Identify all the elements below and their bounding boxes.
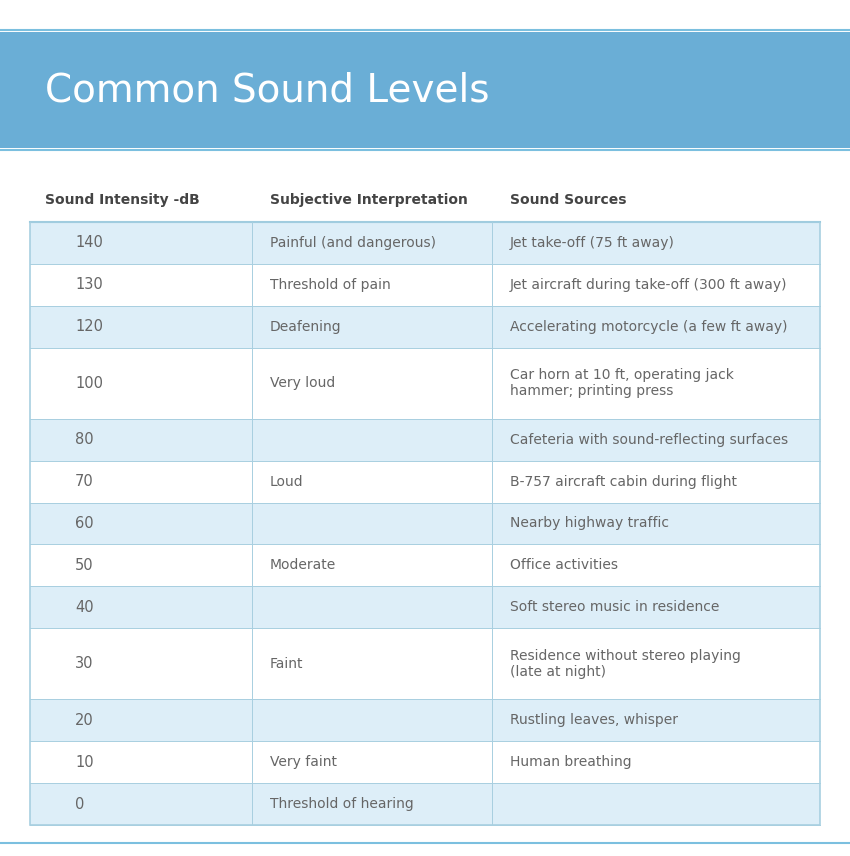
Text: Threshold of pain: Threshold of pain	[270, 278, 391, 292]
Text: Loud: Loud	[270, 474, 303, 489]
Text: 50: 50	[75, 558, 94, 573]
Bar	[30, 502, 820, 544]
Bar	[30, 222, 820, 825]
Text: 80: 80	[75, 432, 94, 447]
Bar	[30, 544, 820, 586]
Text: Very loud: Very loud	[270, 377, 335, 390]
Text: 10: 10	[75, 755, 94, 770]
Text: Accelerating motorcycle (a few ft away): Accelerating motorcycle (a few ft away)	[510, 319, 787, 334]
Text: Human breathing: Human breathing	[510, 755, 632, 770]
Text: B-757 aircraft cabin during flight: B-757 aircraft cabin during flight	[510, 474, 737, 489]
Text: 60: 60	[75, 516, 94, 531]
Text: Sound Sources: Sound Sources	[510, 193, 626, 207]
Text: Deafening: Deafening	[270, 319, 342, 334]
Bar	[30, 699, 820, 741]
Text: 140: 140	[75, 235, 103, 251]
Text: 130: 130	[75, 277, 103, 292]
Text: Very faint: Very faint	[270, 755, 337, 770]
Text: Faint: Faint	[270, 657, 303, 671]
Text: Jet take-off (75 ft away): Jet take-off (75 ft away)	[510, 236, 675, 250]
Text: Rustling leaves, whisper: Rustling leaves, whisper	[510, 713, 678, 728]
Text: 70: 70	[75, 474, 94, 489]
Bar	[30, 586, 820, 628]
Text: Office activities: Office activities	[510, 558, 618, 573]
Bar	[30, 222, 820, 264]
Text: Cafeteria with sound-reflecting surfaces: Cafeteria with sound-reflecting surfaces	[510, 433, 788, 447]
Bar	[30, 741, 820, 783]
Text: Moderate: Moderate	[270, 558, 337, 573]
Text: 120: 120	[75, 319, 103, 334]
Text: 20: 20	[75, 713, 94, 728]
Text: (late at night): (late at night)	[510, 665, 606, 679]
Bar	[30, 264, 820, 306]
Text: Nearby highway traffic: Nearby highway traffic	[510, 516, 669, 531]
Text: 100: 100	[75, 376, 103, 390]
Bar	[30, 783, 820, 825]
Text: Residence without stereo playing: Residence without stereo playing	[510, 649, 741, 663]
Bar	[30, 348, 820, 419]
Text: 40: 40	[75, 600, 94, 615]
Text: Sound Intensity -dB: Sound Intensity -dB	[45, 193, 200, 207]
Text: Subjective Interpretation: Subjective Interpretation	[270, 193, 468, 207]
Text: 0: 0	[75, 797, 84, 811]
Text: 30: 30	[75, 657, 94, 671]
Bar	[30, 306, 820, 348]
Text: Jet aircraft during take-off (300 ft away): Jet aircraft during take-off (300 ft awa…	[510, 278, 787, 292]
Text: Painful (and dangerous): Painful (and dangerous)	[270, 236, 436, 250]
Bar	[30, 628, 820, 699]
Bar	[30, 419, 820, 461]
Bar	[0, 32, 850, 148]
Text: Soft stereo music in residence: Soft stereo music in residence	[510, 600, 719, 615]
Text: Car horn at 10 ft, operating jack: Car horn at 10 ft, operating jack	[510, 368, 734, 383]
Text: Common Sound Levels: Common Sound Levels	[45, 71, 490, 109]
Text: hammer; printing press: hammer; printing press	[510, 384, 673, 398]
Text: Threshold of hearing: Threshold of hearing	[270, 797, 414, 811]
Bar	[30, 461, 820, 502]
